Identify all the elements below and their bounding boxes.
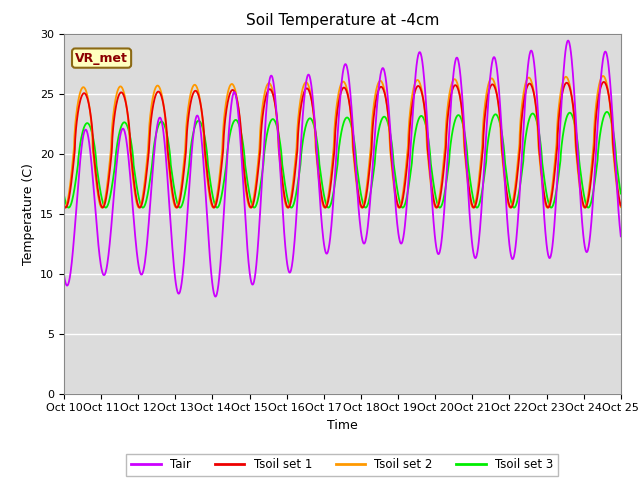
Tsoil set 1 — [600, 79, 607, 85]
Tsoil set 1 — [61, 204, 69, 210]
Tsoil set 3 — [429, 178, 437, 184]
Tair — [617, 233, 625, 239]
Tair — [211, 294, 219, 300]
Tsoil set 2 — [246, 204, 254, 210]
Tsoil set 2 — [61, 204, 68, 210]
Tsoil set 1 — [184, 116, 192, 122]
Line: Tsoil set 1: Tsoil set 1 — [64, 82, 621, 207]
Tsoil set 1 — [551, 167, 559, 172]
Tsoil set 2 — [184, 105, 192, 111]
Tsoil set 1 — [617, 203, 625, 208]
Legend: Tair, Tsoil set 1, Tsoil set 2, Tsoil set 3: Tair, Tsoil set 1, Tsoil set 2, Tsoil se… — [127, 454, 558, 476]
Text: VR_met: VR_met — [75, 51, 128, 65]
Tsoil set 2 — [599, 73, 607, 79]
Tsoil set 3 — [246, 196, 254, 202]
Tsoil set 2 — [551, 157, 559, 163]
Tair — [502, 197, 509, 203]
Tsoil set 1 — [171, 201, 179, 206]
Tsoil set 1 — [429, 194, 437, 200]
Tsoil set 2 — [171, 203, 179, 209]
Tsoil set 3 — [617, 191, 625, 196]
Tair — [551, 213, 559, 219]
Tair — [184, 204, 191, 210]
X-axis label: Time: Time — [327, 419, 358, 432]
Tsoil set 2 — [429, 197, 437, 203]
Tsoil set 1 — [246, 204, 254, 210]
Line: Tsoil set 3: Tsoil set 3 — [64, 112, 621, 207]
Tair — [564, 38, 572, 44]
Tsoil set 3 — [502, 167, 509, 172]
Tsoil set 1 — [502, 183, 509, 189]
Tair — [246, 276, 254, 281]
Tair — [60, 272, 68, 278]
Tsoil set 3 — [551, 195, 559, 201]
Y-axis label: Temperature (C): Temperature (C) — [22, 163, 35, 264]
Tair — [170, 267, 178, 273]
Tsoil set 2 — [60, 204, 68, 210]
Title: Soil Temperature at -4cm: Soil Temperature at -4cm — [246, 13, 439, 28]
Tair — [429, 214, 437, 219]
Line: Tsoil set 2: Tsoil set 2 — [64, 76, 621, 207]
Tsoil set 2 — [502, 188, 509, 194]
Tsoil set 3 — [603, 109, 611, 115]
Line: Tair: Tair — [64, 41, 621, 297]
Tsoil set 3 — [65, 204, 72, 210]
Tsoil set 3 — [60, 192, 68, 198]
Tsoil set 2 — [617, 204, 625, 210]
Tsoil set 3 — [171, 188, 179, 194]
Tsoil set 3 — [184, 169, 192, 175]
Tsoil set 1 — [60, 203, 68, 208]
